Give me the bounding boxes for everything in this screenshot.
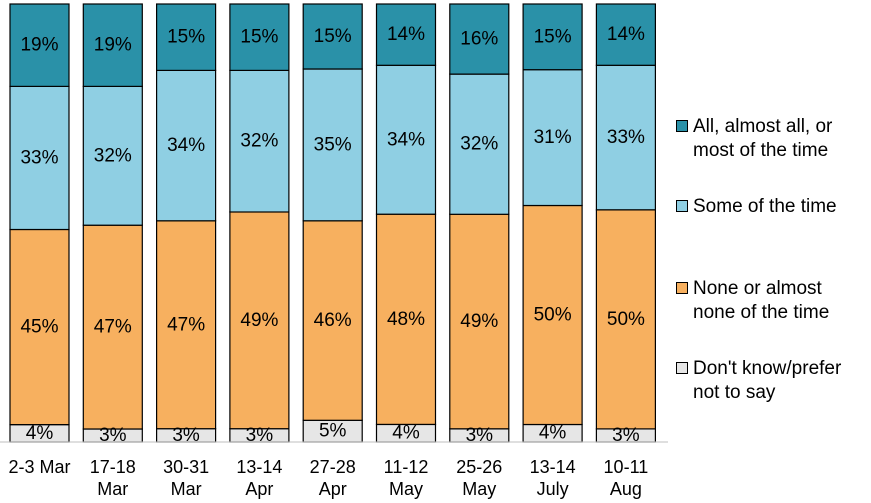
- bar-segment-all-most-7: [449, 3, 510, 75]
- bar-segment-none-1: [9, 228, 70, 426]
- data-label-all-most-4: 15%: [240, 27, 278, 48]
- x-tick-labels-group: 2-3 Mar 17-18 Mar 30-31 Mar 13-14 Apr 27-28 Apr 1…: [8, 457, 648, 499]
- data-label-dont-know-2: 3%: [99, 425, 127, 446]
- data-label-none-5: 46%: [314, 310, 352, 331]
- legend-swatch-dont-know: [676, 362, 688, 374]
- data-label-none-4: 49%: [240, 310, 278, 331]
- legend-label-dont-know: Don't know/prefer not to say: [693, 358, 842, 403]
- bar-segment-all-most-4: [229, 3, 290, 72]
- data-label-none-1: 45%: [20, 317, 58, 338]
- legend-item-none: None or almost none of the time: [676, 277, 871, 325]
- legend: All, almost all, or most of the time Some…: [676, 0, 871, 503]
- data-label-dont-know-7: 3%: [466, 425, 494, 446]
- legend-swatch-none: [676, 282, 688, 294]
- data-label-dont-know-9: 3%: [612, 425, 640, 446]
- x-tick-label-7: 25-26 May: [456, 457, 502, 499]
- data-label-all-most-8: 15%: [534, 26, 572, 47]
- bar-segment-some-6: [375, 64, 437, 215]
- bar-segment-none-4: [229, 211, 290, 430]
- x-tick-label-3: 30-31 Mar: [163, 457, 209, 499]
- data-label-none-7: 49%: [460, 311, 498, 332]
- bar-segment-some-3: [156, 69, 217, 222]
- data-label-some-7: 32%: [460, 134, 498, 155]
- data-label-some-4: 32%: [240, 131, 278, 152]
- data-label-some-3: 34%: [167, 135, 205, 156]
- bar-segment-some-2: [82, 85, 143, 226]
- data-label-all-most-5: 15%: [314, 26, 352, 47]
- data-label-none-6: 48%: [387, 309, 425, 330]
- x-tick-label-1: 2-3 Mar: [8, 457, 70, 477]
- legend-label-none: None or almost none of the time: [693, 278, 830, 323]
- data-label-none-9: 50%: [607, 309, 645, 330]
- x-tick-label-5: 27-28 Apr: [310, 457, 356, 499]
- data-label-all-most-1: 19%: [20, 35, 58, 56]
- bar-segment-all-most-2: [82, 3, 143, 88]
- data-label-some-1: 33%: [20, 148, 58, 169]
- data-label-dont-know-8: 4%: [539, 423, 567, 444]
- data-labels-group: 4% 45% 33% 19% 3% 47% 32% 19% 3% 47% 34% 15% 3% 49% 32…: [20, 24, 645, 446]
- bar-segment-none-8: [522, 204, 583, 426]
- legend-item-dont-know: Don't know/prefer not to say: [676, 357, 871, 405]
- data-label-none-2: 47%: [94, 317, 132, 338]
- data-label-dont-know-5: 5%: [319, 421, 347, 442]
- data-label-some-2: 32%: [94, 145, 132, 166]
- data-label-all-most-2: 19%: [94, 35, 132, 56]
- legend-swatch-all-most: [676, 120, 688, 132]
- bar-segment-some-5: [302, 68, 363, 222]
- bar-segment-all-most-1: [9, 3, 70, 88]
- data-label-dont-know-3: 3%: [172, 425, 200, 446]
- data-label-dont-know-6: 4%: [392, 423, 420, 444]
- bar-segment-all-most-3: [156, 3, 217, 72]
- bars-group: [9, 3, 657, 443]
- data-label-some-6: 34%: [387, 129, 425, 150]
- legend-item-all-most: All, almost all, or most of the time: [676, 115, 871, 163]
- bar-segment-none-9: [595, 209, 657, 430]
- x-tick-label-2: 17-18 Mar: [90, 457, 136, 499]
- legend-label-some: Some of the time: [693, 196, 837, 217]
- bar-segment-all-most-6: [375, 3, 437, 66]
- bar-segment-some-4: [229, 69, 290, 213]
- data-label-none-3: 47%: [167, 314, 205, 335]
- bar-segment-all-most-9: [595, 3, 657, 66]
- data-label-some-9: 33%: [607, 127, 645, 148]
- data-label-none-8: 50%: [534, 305, 572, 326]
- bar-segment-all-most-8: [522, 3, 583, 71]
- bar-segment-all-most-5: [302, 3, 363, 70]
- legend-item-some: Some of the time: [676, 195, 871, 219]
- bar-segment-none-6: [375, 213, 437, 425]
- data-label-all-most-6: 14%: [387, 24, 425, 45]
- legend-label-all-most: All, almost all, or most of the time: [693, 116, 833, 161]
- data-label-dont-know-1: 4%: [26, 423, 54, 444]
- x-tick-label-4: 13-14 Apr: [236, 457, 282, 499]
- data-label-all-most-3: 15%: [167, 27, 205, 48]
- data-label-some-5: 35%: [314, 134, 352, 155]
- data-label-dont-know-4: 3%: [246, 425, 274, 446]
- legend-swatch-some: [676, 200, 688, 212]
- x-tick-label-9: 10-11 Aug: [604, 457, 649, 499]
- x-tick-label-6: 11-12 May: [384, 457, 429, 499]
- bar-segment-some-9: [595, 64, 657, 211]
- bar-segment-none-7: [449, 213, 510, 430]
- bar-segment-none-5: [302, 220, 363, 421]
- data-label-some-8: 31%: [534, 127, 572, 148]
- x-tick-label-8: 13-14 July: [530, 457, 576, 499]
- data-label-all-most-9: 14%: [607, 24, 645, 45]
- data-label-all-most-7: 16%: [460, 29, 498, 50]
- bar-segment-some-7: [449, 73, 510, 215]
